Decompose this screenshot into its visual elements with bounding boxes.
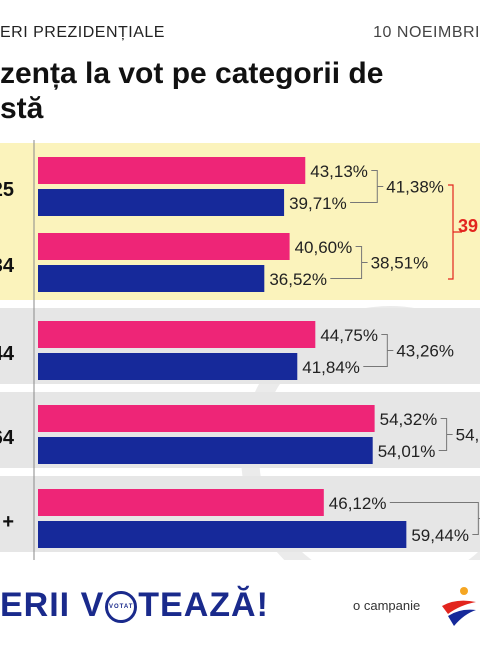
campaign-brand: ERII V VOTAT TEAZĂ! — [0, 586, 269, 625]
bar — [38, 321, 316, 348]
category-label: 64 — [0, 427, 15, 449]
category-label: 44 — [0, 343, 15, 365]
combined-label: 38,51% — [371, 254, 429, 273]
campaign-logo-icon — [442, 587, 476, 626]
brand-text-right: TEAZĂ! — [138, 586, 269, 624]
combined-label: 43,26% — [396, 342, 454, 361]
combined-bracket — [438, 418, 453, 451]
category-label: 25 — [0, 179, 14, 201]
campaign-label: o campanie — [353, 598, 421, 613]
combined-bracket — [389, 502, 480, 535]
value-label: 54,32% — [380, 410, 438, 429]
badge-text: VOTAT — [109, 603, 134, 610]
bar — [38, 405, 375, 432]
value-label: 41,84% — [302, 358, 360, 377]
title-line-1: zența la vot pe categorii de — [0, 57, 384, 90]
category-label: 34 — [0, 255, 15, 277]
value-label: 36,52% — [269, 270, 327, 289]
value-label: 46,12% — [329, 494, 387, 513]
bar — [38, 265, 265, 292]
date-label: 10 NOEIMBRI — [373, 24, 480, 41]
category-label: + — [2, 511, 14, 533]
bar — [38, 157, 306, 184]
turnout-bar-chart: 25 43,13% 39,71% 41,38% 34 40,60% 36,52% 38,51%… — [0, 140, 480, 560]
bar — [38, 353, 298, 380]
title-line-2: stă — [0, 92, 44, 125]
combined-bracket — [350, 170, 384, 203]
value-label: 59,44% — [411, 526, 469, 545]
combined-bracket — [330, 246, 368, 279]
brand-text-left: ERII V — [0, 586, 105, 624]
value-label: 54,01% — [378, 442, 436, 461]
total-bracket — [448, 184, 462, 280]
voted-badge-icon: VOTAT — [105, 590, 138, 623]
bar — [38, 189, 285, 216]
chart-title: zența la vot pe categorii de stă — [0, 56, 480, 126]
bar — [38, 521, 407, 548]
section-kicker: ERI PREZIDENȚIALE — [0, 24, 165, 41]
bar — [38, 489, 324, 516]
value-label: 44,75% — [320, 326, 378, 345]
combined-label: 41,38% — [386, 178, 444, 197]
combined-bracket — [363, 334, 394, 367]
value-label: 40,60% — [295, 238, 353, 257]
value-label: 43,13% — [310, 162, 368, 181]
combined-label: 54,17% — [456, 426, 480, 445]
value-label: 39,71% — [289, 194, 347, 213]
bar — [38, 233, 290, 260]
total-label: 39 — [458, 216, 478, 236]
bar — [38, 437, 373, 464]
